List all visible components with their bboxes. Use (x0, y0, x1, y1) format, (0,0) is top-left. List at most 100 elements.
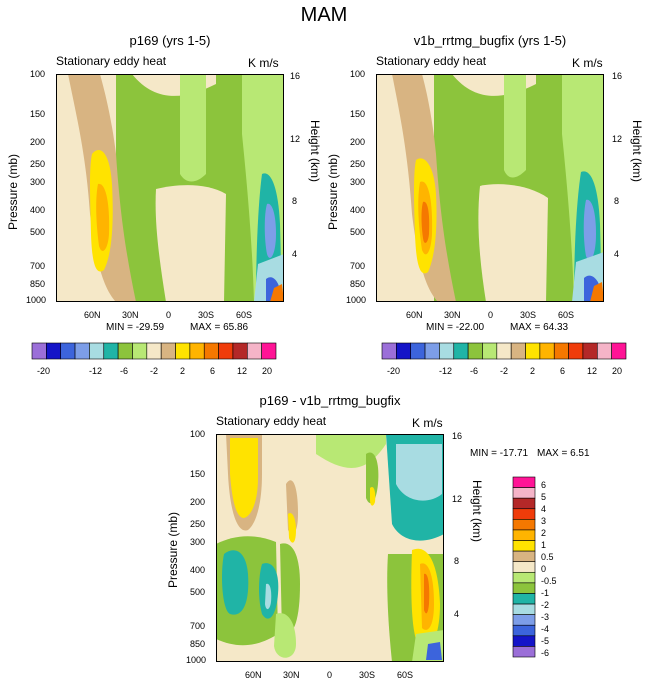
panel2-min: MIN = -22.00 (426, 322, 485, 333)
panel2-colorbar-swatch (611, 342, 627, 360)
panel3-colorbar-swatch (512, 508, 536, 520)
panel2-colorbar-swatch (568, 342, 584, 360)
panel3-cb-label: -5 (541, 636, 550, 646)
panel3-cb-label: 6 (541, 480, 547, 490)
panel3-colorbar-swatch (512, 593, 536, 605)
panel2-xtick: 60S (558, 310, 575, 320)
panel3-cb-label: -2 (541, 600, 550, 610)
panel2-ytick: 200 (350, 137, 366, 147)
panel3-ytick: 200 (190, 497, 206, 507)
panel3-cb-label: 2 (541, 528, 547, 538)
panel3-colorbar-swatch (512, 529, 536, 541)
panel3-colorbar-swatch (512, 550, 536, 563)
panel2-height-label: Height (km) (630, 120, 644, 183)
panel2-colorbar-swatch (396, 342, 412, 360)
panel1-ytick: 100 (30, 69, 46, 79)
panel2-title: v1b_rrtmg_bugfix (yrs 1-5) (413, 33, 567, 48)
panel3-y2tick: 12 (452, 494, 463, 504)
panel1-ytick: 150 (30, 109, 46, 119)
panel1-cb-label: -12 (89, 366, 103, 376)
panel2-ytick: 850 (350, 279, 366, 289)
panel2-plot (376, 74, 604, 302)
panel3-colorbar-swatch (512, 540, 536, 552)
panel2-colorbar-swatch (525, 342, 541, 360)
panel2-y2tick: 12 (612, 134, 623, 144)
panel1-max: MAX = 65.86 (190, 322, 249, 333)
panel3-y2tick: 8 (454, 556, 460, 566)
panel2-max: MAX = 64.33 (510, 322, 569, 333)
panel3-colorbar-swatch (512, 476, 536, 488)
panel3-ytick: 500 (190, 587, 206, 597)
panel2-cb-label: -12 (439, 366, 453, 376)
panel1-xtick: 60N (84, 310, 101, 320)
panel1-colorbar-swatch (74, 342, 90, 360)
panel2-y2tick: 4 (614, 249, 620, 259)
panel1-y2tick: 8 (292, 196, 298, 206)
panel1-field-label: Stationary eddy heat (56, 54, 167, 68)
panel1-y2tick: 16 (290, 71, 301, 81)
panel3-min: MIN = -17.71 (470, 448, 529, 459)
panel3-colorbar-swatch (512, 646, 536, 658)
panel2-y2tick: 8 (614, 196, 620, 206)
panel1-height-label: Height (km) (308, 120, 322, 183)
panel1-ytick: 1000 (26, 295, 47, 305)
panel1-pressure-label: Pressure (mb) (6, 153, 20, 230)
panel2-field-label: Stationary eddy heat (376, 54, 487, 68)
panel3-colorbar-swatch (512, 497, 536, 510)
panel1-ytick: 200 (30, 137, 46, 147)
panel2-colorbar-swatch (439, 342, 455, 360)
panel1-cb-label: 12 (237, 366, 248, 376)
panel1-xtick: 0 (166, 310, 172, 320)
panel3-ytick: 400 (190, 565, 206, 575)
panel1-colorbar-swatch (146, 342, 162, 360)
panel3-xtick: 60N (245, 670, 262, 680)
panel2-xtick: 30S (520, 310, 537, 320)
panel3-title: p169 - v1b_rrtmg_bugfix (259, 393, 401, 408)
panel2-field (376, 74, 604, 302)
panel2-colorbar-swatch (582, 342, 598, 360)
panel3-xtick: 0 (327, 670, 333, 680)
panel3-cb-label: -0.5 (541, 576, 557, 586)
panel1-y2tick: 4 (292, 249, 298, 259)
panel1-colorbar (31, 342, 277, 360)
panel3-field-label: Stationary eddy heat (216, 414, 327, 428)
panel3-colorbar-swatch (512, 582, 536, 594)
panel3-units: K m/s (412, 416, 443, 430)
panel1-colorbar-swatch (218, 342, 234, 360)
panel1-colorbar-swatch (246, 342, 262, 360)
panel2-y2tick: 16 (612, 71, 623, 81)
panel3-y2tick: 4 (454, 609, 460, 619)
panel3-colorbar-swatch (512, 603, 536, 615)
panel3-colorbar (512, 476, 536, 658)
panel1-cb-label: 20 (262, 366, 273, 376)
panel3-cb-label: 0 (541, 564, 547, 574)
panel2-ytick: 250 (350, 159, 366, 169)
panel3-colorbar-swatch (512, 519, 536, 531)
panel3-colorbar-swatch (512, 571, 536, 584)
panel2-colorbar-swatch (381, 342, 397, 360)
panel1-colorbar-swatch (31, 342, 47, 360)
panel2-xtick: 0 (488, 310, 494, 320)
panel3-ytick: 700 (190, 621, 206, 631)
panel2-colorbar-swatch (467, 342, 483, 360)
panel3-ytick: 100 (190, 429, 206, 439)
panel2-units: K m/s (572, 56, 603, 70)
panel1-colorbar-swatch (232, 342, 248, 360)
panel3-cb-label: 3 (541, 516, 547, 526)
panel1-colorbar-swatch (46, 342, 62, 360)
panel3-pressure-label: Pressure (mb) (166, 511, 180, 588)
panel1-colorbar-swatch (175, 342, 191, 360)
panel1-colorbar-swatch (189, 342, 205, 360)
panel3-cb-label: -1 (541, 588, 550, 598)
panel1-ytick: 850 (30, 279, 46, 289)
panel1-ytick: 300 (30, 177, 46, 187)
panel2-ytick: 100 (350, 69, 366, 79)
panel2-ytick: 1000 (346, 295, 367, 305)
panel2-ytick: 500 (350, 227, 366, 237)
panel1-units: K m/s (248, 56, 279, 70)
panel1-ytick: 400 (30, 205, 46, 215)
figure-title: MAM (300, 4, 348, 26)
panel3-xtick: 60S (397, 670, 414, 680)
panel2-colorbar-swatch (482, 342, 498, 360)
panel3-ytick: 300 (190, 537, 206, 547)
